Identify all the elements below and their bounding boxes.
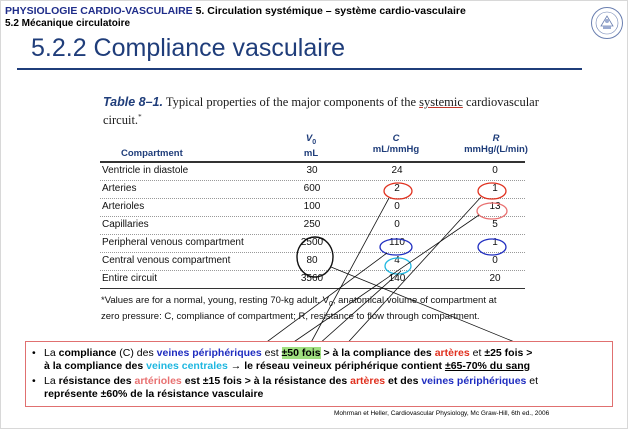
resistance-cell: 1 [492, 183, 498, 194]
compliance-symbol: C [392, 133, 400, 144]
text: est [261, 347, 282, 359]
bullet-dot: • [32, 347, 36, 359]
volume-cell: 30 [306, 165, 318, 176]
volume-subscript: 0 [312, 138, 317, 146]
course-name: PHYSIOLOGIE CARDIO-VASCULAIRE [5, 5, 193, 17]
table-row: Arteries 600 2 1 [100, 181, 525, 199]
table-row: Ventricle in diastole 30 24 0 [100, 163, 525, 181]
row-label: Central venous compartment [102, 255, 231, 266]
resistance-cell: 13 [489, 201, 501, 212]
volume-cell: 600 [303, 183, 321, 194]
bullet-line: La compliance (C) des veines périphériqu… [44, 347, 616, 360]
text: → le réseau veineux périphérique contien… [227, 360, 445, 372]
text: et [526, 375, 539, 387]
highlighted-text: ±50 fois [281, 347, 321, 359]
bullet-line: La résistance des artérioles est ±15 foi… [44, 375, 616, 388]
row-label: Arteries [102, 183, 137, 194]
text: est ±15 fois > à la résistance des [181, 375, 351, 387]
table-row: Arterioles 100 0 13 [100, 199, 525, 217]
resistance-cell: 1 [492, 237, 498, 248]
bullet-line: à la compliance des veines centrales → l… [44, 360, 616, 373]
table-row-total: Entire circuit 3560 140 20 [100, 271, 525, 289]
volume-cell: 80 [306, 255, 318, 266]
caption-text-end: cardiovascular circuit. [103, 95, 539, 128]
caption-footnote-mark: * [138, 113, 142, 121]
section-name: 5.2 Mécanique circulatoire [5, 18, 131, 29]
text: veines centrales [146, 360, 228, 372]
footnote-text-line2: zero pressure: C, compliance of compartm… [101, 310, 480, 322]
compliance-cell: 140 [388, 273, 406, 284]
volume-unit: mL [303, 147, 319, 159]
text: à la compliance des [44, 360, 147, 372]
caption-underlined-word: systemic [419, 95, 463, 109]
text: compliance [58, 347, 117, 359]
source-citation: Mohrman et Heller, Cardiovascular Physio… [334, 410, 550, 417]
compliance-cell: 0 [394, 201, 400, 212]
text: La [44, 347, 59, 359]
header-rule [100, 161, 525, 163]
table-row: Central venous compartment 80 4 0 [100, 253, 525, 271]
resistance-cell: 20 [489, 273, 501, 284]
table-row: Peripheral venous compartment 2500 110 1 [100, 235, 525, 253]
resistance-cell: 0 [492, 165, 498, 176]
text: artérioles [134, 375, 182, 387]
volume-cell: 2500 [300, 237, 324, 248]
bullet-line: représente ±60% de la résistance vascula… [44, 388, 616, 401]
compliance-cell: 2 [394, 183, 400, 194]
underlined-text: ±65-70% du sang [444, 360, 531, 372]
compliance-unit: mL/mmHg [372, 144, 420, 155]
page-title: 5.2.2 Compliance vasculaire [31, 34, 346, 62]
text: veines périphériques [156, 347, 262, 359]
text: veines périphériques [421, 375, 527, 387]
column-header-resistance: R mmHg/(L/min) [456, 133, 536, 155]
volume-cell: 3560 [300, 273, 324, 284]
text: ±25 fois > [484, 347, 533, 359]
volume-cell: 100 [303, 201, 321, 212]
university-seal-icon [591, 7, 623, 39]
resistance-cell: 0 [492, 255, 498, 266]
text: et [469, 347, 485, 359]
column-header-compliance: C mL/mmHg [361, 133, 431, 155]
row-label: Capillaries [102, 219, 149, 230]
chapter-name: 5. Circulation systémique – système card… [195, 5, 466, 17]
column-header-volume: V0 mL [291, 133, 331, 159]
row-label: Peripheral venous compartment [102, 237, 244, 248]
text: La [44, 375, 59, 387]
compliance-cell: 0 [394, 219, 400, 230]
properties-table: Table 8–1. Typical properties of the maj… [81, 95, 549, 325]
table-caption: Table 8–1. Typical properties of the maj… [103, 95, 543, 128]
text: (C) des [116, 347, 157, 359]
text: résistance des [58, 375, 135, 387]
volume-cell: 250 [303, 219, 321, 230]
caption-text: Typical properties of the major componen… [165, 95, 420, 109]
text: > à la compliance des [320, 347, 435, 359]
volume-symbol: V [305, 133, 313, 144]
compliance-cell: 24 [391, 165, 403, 176]
column-header-compartment: Compartment [121, 148, 183, 159]
row-label: Ventricle in diastole [102, 165, 189, 176]
summary-box: • La compliance (C) des veines périphéri… [25, 341, 613, 407]
bullet-dot: • [32, 375, 36, 387]
resistance-cell: 5 [492, 219, 498, 230]
compliance-cell: 4 [394, 255, 400, 266]
text: artères [350, 375, 386, 387]
title-divider [17, 68, 582, 70]
text: et des [385, 375, 422, 387]
resistance-unit: mmHg/(L/min) [464, 144, 528, 155]
course-header: PHYSIOLOGIE CARDIO-VASCULAIRE 5. Circula… [5, 5, 466, 17]
row-label: Entire circuit [102, 273, 158, 284]
text: artères [434, 347, 470, 359]
table-footnote: *Values are for a normal, young, resting… [101, 295, 531, 323]
table-number: Table 8–1. [103, 95, 163, 109]
compliance-cell: 110 [389, 237, 405, 248]
text: représente ±60% de la résistance vascula… [44, 388, 264, 400]
footnote-text: *Values are for a normal, young, resting… [101, 295, 329, 306]
footnote-text-cont: , anatomical volume of compartment at [332, 295, 497, 306]
resistance-symbol: R [492, 133, 500, 144]
table-row: Capillaries 250 0 5 [100, 217, 525, 235]
row-label: Arterioles [102, 201, 145, 212]
